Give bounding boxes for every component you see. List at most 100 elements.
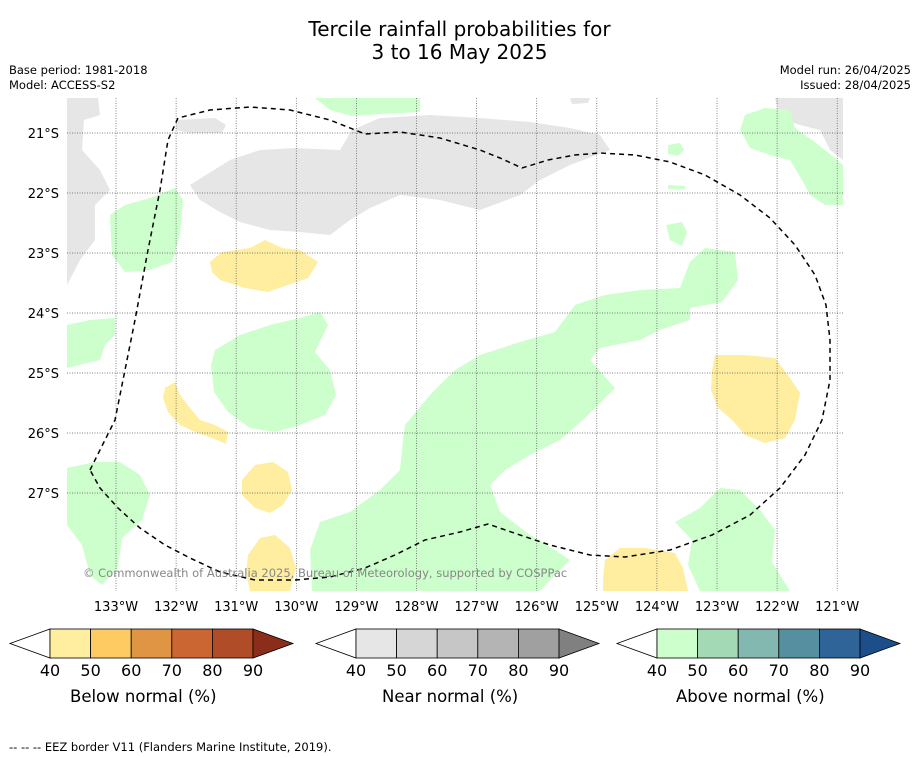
colorbar-0: 40 50 60 70 80 90	[8, 628, 295, 680]
above-normal-region-west	[67, 318, 115, 368]
colorbar-segment	[130, 628, 173, 659]
colorbar-tick-label: 40	[40, 661, 60, 680]
colorbar-segment	[518, 628, 560, 659]
colorbar-extend-low	[314, 628, 357, 659]
below-normal-regions	[163, 240, 800, 591]
colorbar-tick-label: 50	[386, 661, 406, 680]
lon-label: 128°W	[394, 600, 438, 615]
near-normal-region-strip	[176, 118, 226, 133]
map-title: Tercile rainfall probabilities for 3 to …	[0, 18, 919, 64]
below-normal-region-east	[711, 355, 800, 443]
above-normal-region-main	[310, 248, 738, 591]
legends: 40 50 60 70 80 90 40 50 60 70 80 90 40 50 60 70 80 90	[8, 628, 902, 680]
colorbar-segment	[778, 628, 820, 659]
below-normal-region-west	[163, 382, 228, 444]
colorbar-tick-label: 60	[121, 661, 141, 680]
legend-near-normal-title: Near normal (%)	[382, 687, 519, 706]
lon-label: 131°W	[214, 600, 258, 615]
lon-label: 125°W	[575, 600, 619, 615]
above-normal-region-nw	[110, 188, 183, 272]
colorbar-segment	[171, 628, 213, 659]
colorbar-tick-label: 40	[346, 661, 366, 680]
map-area: © Commonwealth of Australia 2025, Bureau…	[67, 98, 843, 591]
colorbar-tick-label: 90	[850, 661, 870, 680]
legend-below-normal-title: Below normal (%)	[70, 687, 217, 706]
colorbar-tick-label: 50	[687, 661, 707, 680]
lat-labels: 21°S 22°S 23°S 24°S 25°S 26°S 27°S	[28, 127, 59, 502]
lon-label: 132°W	[154, 600, 198, 615]
colorbar-extend-low	[8, 628, 51, 659]
colorbar-segment	[656, 628, 698, 659]
near-normal-region-north	[190, 115, 610, 235]
lon-label: 122°W	[755, 600, 799, 615]
colorbar-tick-label: 80	[508, 661, 528, 680]
colorbar-tick-label: 80	[809, 661, 829, 680]
eez-border	[89, 106, 831, 581]
colorbar-segment	[436, 628, 479, 659]
lon-label: 123°W	[695, 600, 739, 615]
below-normal-region-south	[246, 535, 296, 591]
lon-label: 127°W	[455, 600, 499, 615]
colorbar-extend-high	[859, 628, 902, 659]
colorbar-segment	[477, 628, 519, 659]
above-normal-region-blob-1	[666, 222, 687, 246]
below-normal-region-se	[603, 548, 688, 591]
colorbar-tick-label: 40	[647, 661, 667, 680]
lon-label: 121°W	[815, 600, 859, 615]
colorbar-tick-label: 70	[468, 661, 488, 680]
title-line-2: 3 to 16 May 2025	[371, 40, 548, 64]
gridlines	[67, 98, 843, 591]
model-name: Model: ACCESS-S2	[9, 78, 116, 92]
colorbar-tick-label: 60	[427, 661, 447, 680]
lat-label: 21°S	[28, 127, 59, 142]
above-normal-region-blob-3	[668, 185, 685, 189]
colorbar-segment	[396, 628, 438, 659]
colorbar-tick-label: 90	[549, 661, 569, 680]
above-normal-region-ne	[740, 108, 843, 205]
colorbar-segment	[211, 628, 254, 659]
colorbar-tick-label: 90	[243, 661, 263, 680]
base-period: Base period: 1981-2018	[9, 63, 148, 77]
lon-label: 129°W	[334, 600, 378, 615]
footnote-eez: -- -- -- EEZ border V11 (Flanders Marine…	[9, 740, 332, 754]
lat-label: 26°S	[28, 427, 59, 442]
title-line-1: Tercile rainfall probabilities for	[308, 17, 611, 41]
lon-labels: 133°W 132°W 131°W 130°W 129°W 128°W 127°W 126°W…	[94, 600, 860, 615]
colorbar-1: 40 50 60 70 80 90	[314, 628, 601, 680]
lat-label: 23°S	[28, 247, 59, 262]
colorbar-extend-high	[558, 628, 601, 659]
issued-date: Issued: 28/04/2025	[800, 78, 911, 92]
lon-label: 126°W	[515, 600, 559, 615]
near-normal-region-west	[67, 98, 110, 285]
meta-left: Base period: 1981-2018 Model: ACCESS-S2	[9, 63, 148, 93]
above-normal-regions	[67, 98, 843, 591]
colorbar-segment	[697, 628, 739, 659]
colorbar-tick-label: 80	[202, 661, 222, 680]
colorbar-extend-high	[252, 628, 295, 659]
model-run: Model run: 26/04/2025	[779, 63, 911, 77]
colorbar-tick-label: 50	[80, 661, 100, 680]
colorbar-segment	[355, 628, 397, 659]
above-normal-region-central-west	[211, 312, 336, 432]
below-normal-region-center	[242, 462, 292, 513]
lat-label: 27°S	[28, 487, 59, 502]
colorbar-tick-label: 70	[162, 661, 182, 680]
near-normal-region-east	[775, 98, 843, 160]
lon-label: 124°W	[635, 600, 679, 615]
copyright-notice: © Commonwealth of Australia 2025, Bureau…	[83, 566, 567, 580]
above-normal-region-blob-2	[668, 143, 684, 156]
lon-label: 130°W	[274, 600, 318, 615]
colorbar-segment	[90, 628, 132, 659]
above-normal-region-se	[675, 488, 790, 591]
lon-label: 133°W	[94, 600, 138, 615]
lat-label: 24°S	[28, 307, 59, 322]
colorbar-extend-low	[615, 628, 658, 659]
near-normal-regions	[67, 98, 843, 285]
colorbar-2: 40 50 60 70 80 90	[615, 628, 902, 680]
legend-above-normal-title: Above normal (%)	[676, 687, 825, 706]
colorbar-segment	[819, 628, 861, 659]
colorbar-segment	[737, 628, 780, 659]
meta-right: Model run: 26/04/2025 Issued: 28/04/2025	[780, 63, 911, 93]
colorbar-tick-label: 70	[769, 661, 789, 680]
